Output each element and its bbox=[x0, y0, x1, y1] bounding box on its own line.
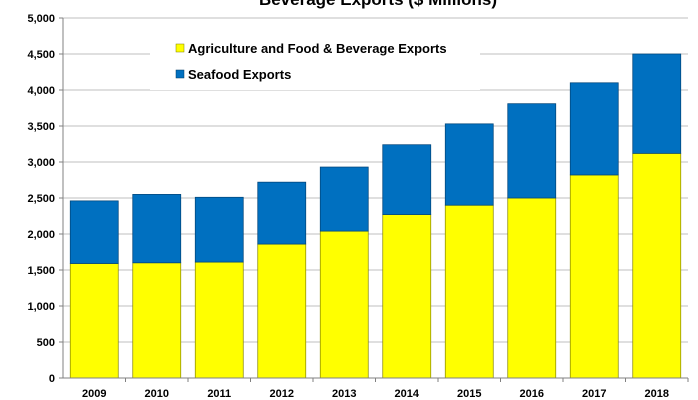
legend-swatch-seafood bbox=[175, 69, 185, 79]
x-tick-label: 2014 bbox=[395, 388, 420, 400]
bar-seafood-2018 bbox=[632, 53, 682, 154]
bar-agriculture-2018 bbox=[632, 152, 682, 379]
bar-seafood-2014 bbox=[382, 144, 432, 215]
bar-agriculture-2012 bbox=[257, 243, 307, 379]
legend-label-agriculture: Agriculture and Food & Beverage Exports bbox=[188, 41, 447, 56]
legend-label-seafood: Seafood Exports bbox=[188, 67, 291, 82]
y-tick-label: 500 bbox=[37, 337, 55, 349]
bar-agriculture-2013 bbox=[319, 230, 369, 379]
x-tick-label: 2016 bbox=[520, 388, 544, 400]
bars bbox=[69, 53, 682, 379]
x-tick-label: 2018 bbox=[645, 388, 669, 400]
y-tick-label: 2,500 bbox=[27, 193, 55, 205]
legend-swatch-agriculture bbox=[175, 43, 185, 53]
y-tick-label: 3,000 bbox=[27, 157, 55, 169]
chart-title: Beverage Exports ($ Millions) bbox=[259, 0, 497, 9]
x-tick-label: 2013 bbox=[332, 388, 356, 400]
x-tick-label: 2015 bbox=[457, 388, 481, 400]
x-tick-label: 2009 bbox=[82, 388, 106, 400]
x-tick-label: 2012 bbox=[270, 388, 294, 400]
y-tick-label: 1,500 bbox=[27, 265, 55, 277]
bar-seafood-2009 bbox=[69, 200, 119, 264]
y-tick-label: 4,500 bbox=[27, 49, 55, 61]
bar-agriculture-2016 bbox=[507, 197, 557, 379]
bar-seafood-2010 bbox=[132, 194, 182, 264]
bar-agriculture-2009 bbox=[69, 263, 119, 379]
x-tick-label: 2011 bbox=[207, 388, 231, 400]
bar-agriculture-2011 bbox=[194, 261, 244, 379]
y-tick-label: 3,500 bbox=[27, 121, 55, 133]
bar-agriculture-2015 bbox=[444, 204, 494, 379]
y-tick-label: 0 bbox=[49, 373, 55, 385]
legend: Agriculture and Food & Beverage Exports … bbox=[150, 34, 480, 90]
bar-seafood-2013 bbox=[319, 166, 369, 232]
bar-seafood-2017 bbox=[569, 82, 619, 176]
bar-agriculture-2017 bbox=[569, 174, 619, 379]
bar-seafood-2015 bbox=[444, 123, 494, 206]
y-tick-label: 2,000 bbox=[27, 229, 55, 241]
bar-agriculture-2010 bbox=[132, 262, 182, 379]
y-tick-label: 4,000 bbox=[27, 85, 55, 97]
bar-agriculture-2014 bbox=[382, 214, 432, 379]
bar-seafood-2011 bbox=[194, 196, 244, 263]
legend-white-box bbox=[150, 34, 480, 90]
y-tick-label: 5,000 bbox=[27, 13, 55, 25]
y-tick-label: 1,000 bbox=[27, 301, 55, 313]
x-tick-label: 2010 bbox=[145, 388, 169, 400]
bar-seafood-2016 bbox=[507, 103, 557, 199]
x-axis: 2009 2010 2011 2012 2013 2014 2015 2016 2017 2018 bbox=[63, 377, 689, 400]
y-axis: 0 500 1,000 1,500 2,000 2,500 3,000 3,500 4,000 4… bbox=[27, 13, 64, 385]
x-tick-label: 2017 bbox=[582, 388, 606, 400]
bar-seafood-2012 bbox=[257, 181, 307, 245]
